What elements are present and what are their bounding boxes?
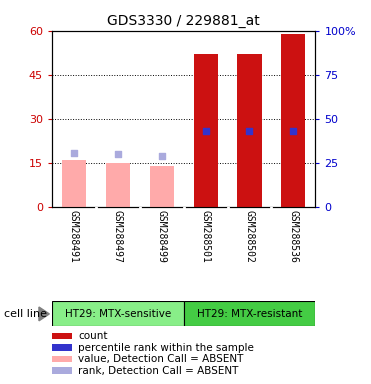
Point [115, 151, 121, 157]
Text: HT29: MTX-sensitive: HT29: MTX-sensitive [65, 309, 171, 319]
Text: GSM288499: GSM288499 [157, 210, 167, 263]
Point [159, 153, 165, 159]
Text: GSM288491: GSM288491 [69, 210, 79, 263]
Point [290, 128, 296, 134]
Point [246, 128, 252, 134]
Text: value, Detection Call = ABSENT: value, Detection Call = ABSENT [78, 354, 243, 364]
Bar [106, 163, 130, 207]
Bar [281, 34, 305, 207]
Bar [52, 301, 184, 326]
Text: count: count [78, 331, 108, 341]
Text: cell line: cell line [4, 309, 47, 319]
Text: HT29: MTX-resistant: HT29: MTX-resistant [197, 309, 302, 319]
Text: GSM288536: GSM288536 [288, 210, 298, 263]
Point [71, 149, 77, 156]
Title: GDS3330 / 229881_at: GDS3330 / 229881_at [107, 14, 260, 28]
Text: GSM288497: GSM288497 [113, 210, 123, 263]
Text: rank, Detection Call = ABSENT: rank, Detection Call = ABSENT [78, 366, 238, 376]
Text: percentile rank within the sample: percentile rank within the sample [78, 343, 254, 353]
Text: GSM288502: GSM288502 [244, 210, 255, 263]
Bar [184, 301, 315, 326]
Text: GSM288501: GSM288501 [201, 210, 211, 263]
Bar [62, 160, 86, 207]
Bar [150, 166, 174, 207]
Bar [237, 54, 262, 207]
Point [203, 128, 209, 134]
Bar [194, 54, 218, 207]
